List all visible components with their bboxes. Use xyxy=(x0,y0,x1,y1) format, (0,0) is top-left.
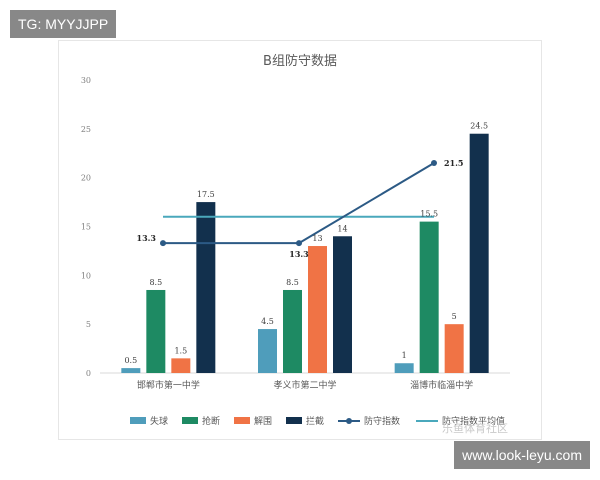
legend-label: 拦截 xyxy=(306,415,324,427)
index-value-label: 21.5 xyxy=(444,158,463,168)
index-value-label: 13.3 xyxy=(137,233,157,243)
legend: 失球 抢断 解围 拦截 防守指数 防守指数平均值 xyxy=(130,415,505,427)
top-left-tag: TG: MYYJJPP xyxy=(10,10,117,38)
bar xyxy=(394,363,414,373)
bar xyxy=(196,202,216,373)
bar xyxy=(258,329,277,373)
legend-label: 解围 xyxy=(254,415,272,427)
chart-title: B组防守数据 xyxy=(263,54,337,69)
bar xyxy=(444,324,464,373)
legend-swatch xyxy=(234,417,250,424)
bar-value-label: 15.5 xyxy=(420,210,438,219)
category-label: 淄博市临淄中学 xyxy=(410,379,473,391)
y-tick-label: 5 xyxy=(86,320,91,329)
bar xyxy=(146,289,166,373)
category-label: 邯郸市第一中学 xyxy=(137,379,200,391)
line-layer xyxy=(160,160,437,247)
bar-value-label: 1 xyxy=(402,351,407,360)
index-value-label: 13.3 xyxy=(289,249,309,259)
bar-value-label: 24.5 xyxy=(470,122,488,131)
bar xyxy=(283,289,302,373)
legend-swatch xyxy=(286,417,302,424)
index-point xyxy=(431,160,437,167)
bar-value-label: 8.5 xyxy=(286,278,299,287)
y-tick-label: 0 xyxy=(86,369,91,378)
bar-layer xyxy=(121,133,489,373)
label-layer: 0.5 8.5 1.5 17.5 4.5 8.5 13 14 1 15.5 5 24.5 13.3 13.… xyxy=(124,122,488,365)
y-tick-label: 15 xyxy=(81,223,91,232)
watermark-text: 乐鱼体育社区 xyxy=(442,422,508,435)
index-point xyxy=(160,240,166,247)
index-point xyxy=(296,240,302,247)
legend-line-marker xyxy=(346,418,352,424)
bar-value-label: 5 xyxy=(452,312,457,321)
bar-value-label: 0.5 xyxy=(124,356,137,365)
y-tick-label: 30 xyxy=(81,76,91,85)
bar-value-label: 14 xyxy=(337,224,347,233)
bar xyxy=(333,236,352,373)
bar-value-label: 4.5 xyxy=(261,317,274,326)
bar xyxy=(419,221,439,373)
legend-label: 抢断 xyxy=(202,415,220,427)
bottom-right-tag: www.look-leyu.com xyxy=(454,441,590,469)
legend-label: 防守指数 xyxy=(364,415,400,427)
y-tick-label: 10 xyxy=(81,271,91,280)
legend-swatch xyxy=(182,417,198,424)
bar-value-label: 17.5 xyxy=(197,190,215,199)
bar xyxy=(121,368,141,373)
bar-value-label: 1.5 xyxy=(174,346,187,355)
y-tick-label: 20 xyxy=(81,174,91,183)
bar xyxy=(469,133,489,373)
category-label: 孝义市第二中学 xyxy=(273,379,336,391)
bar-value-label: 8.5 xyxy=(149,278,162,287)
legend-label: 防守指数平均值 xyxy=(442,415,505,427)
bar xyxy=(308,246,327,373)
bar xyxy=(171,358,191,373)
y-tick-label: 25 xyxy=(81,125,91,134)
legend-swatch xyxy=(130,417,146,424)
bar-value-label: 13 xyxy=(312,234,322,243)
legend-label: 失球 xyxy=(150,415,168,427)
